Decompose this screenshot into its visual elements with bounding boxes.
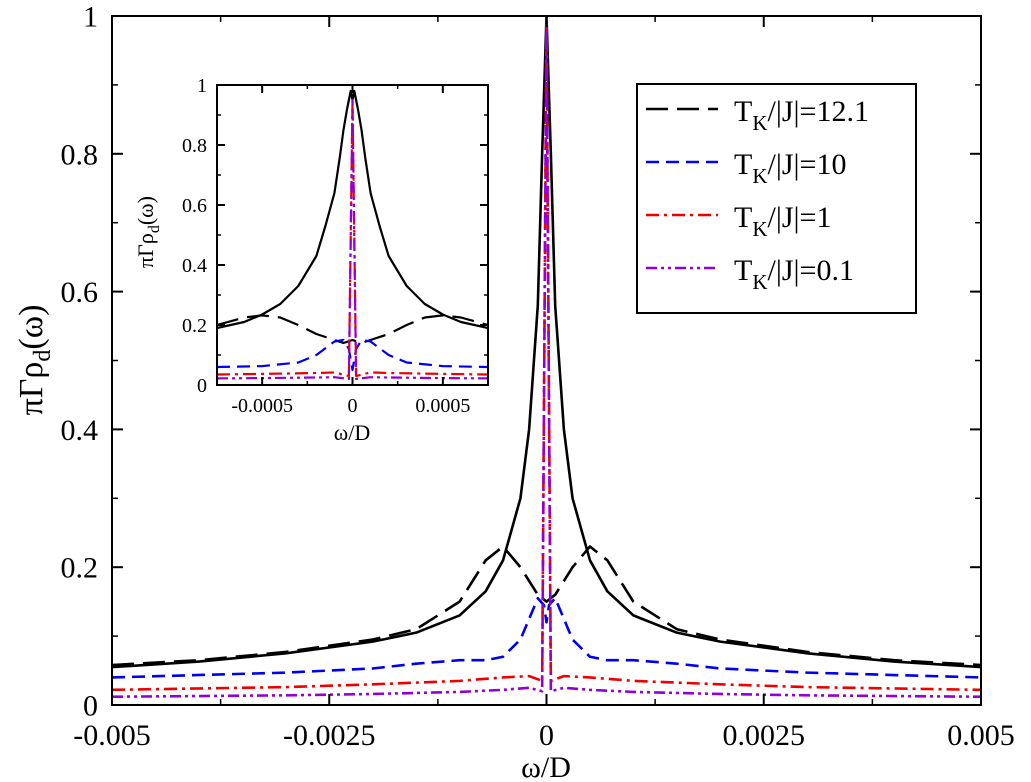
legend-entry-tk-j-0-1: TK/|J|=0.1 <box>646 254 854 294</box>
legend-label-main: T <box>734 254 752 287</box>
inset-y-axis-title: πΓρd(ω) <box>133 196 163 268</box>
legend-entry-tk-j-12-1: TK/|J|=12.1 <box>646 95 869 135</box>
inset-y-tick-label: 0.4 <box>182 255 207 277</box>
main-y-axis-title-tail: (ω) <box>13 305 50 350</box>
legend-label-sub: K <box>752 111 767 135</box>
legend-label-main: T <box>734 95 752 128</box>
inset-x-tick-label: 0.0005 <box>415 395 470 417</box>
inset-y-axis-title-sub: d <box>146 225 163 233</box>
main-series-t-k-j-1 <box>112 16 981 692</box>
inset-ticks: -0.0005 0 0.0005 0 0.2 0.4 0.6 0.8 1 <box>182 75 488 417</box>
main-ticks: -0.005 -0.0025 0 0.0025 0.005 0 0.2 0.4 0.6 0.8 1 <box>61 1 1015 753</box>
legend-label: TK/|J|=12.1 <box>734 95 869 135</box>
inset-series-t-k-j-12-1 <box>217 314 488 345</box>
legend-label-tail: /|J|=12.1 <box>768 95 869 128</box>
inset-y-axis-title-main: πΓρ <box>133 233 158 268</box>
main-series-t-k-j-10 <box>112 596 981 679</box>
legend-label-tail: /|J|=10 <box>768 148 847 181</box>
legend-label: TK/|J|=0.1 <box>734 254 854 294</box>
main-x-axis-title: ω/D <box>521 751 571 782</box>
inset-series-t-k-j-10 <box>217 338 488 372</box>
main-y-axis-title-main: πΓρ <box>13 362 50 416</box>
inset-plot: -0.0005 0 0.0005 0 0.2 0.4 0.6 0.8 1 ω/D πΓρd(ω) <box>133 75 489 445</box>
inset-x-tick-label: 0 <box>348 395 358 417</box>
main-y-tick-label: 0.6 <box>61 276 99 309</box>
main-x-tick-label: 0 <box>539 719 554 752</box>
legend-label: TK/|J|=1 <box>734 201 831 241</box>
main-series-t-k-j-0-1 <box>112 16 981 699</box>
inset-y-axis-title-tail: (ω) <box>133 196 158 225</box>
main-series-t-k-j-12-1 <box>112 545 981 667</box>
legend-label: TK/|J|=10 <box>734 148 846 188</box>
main-series-group <box>112 16 981 699</box>
main-plot: -0.005 -0.0025 0 0.0025 0.00500.20.40.60.81 … <box>13 1 1015 782</box>
main-y-tick-label: 0 <box>83 690 98 723</box>
legend-label-tail: /|J|=1 <box>768 201 832 234</box>
main-x-tick-label: 0.005 <box>947 719 1015 752</box>
inset-y-tick-label: 0.2 <box>182 315 207 337</box>
legend-label-sub: K <box>752 164 767 188</box>
inset-series-t-k-j-0-1 <box>217 98 488 381</box>
main-x-tick-label: -0.0025 <box>283 719 376 752</box>
main-series-reference-j-0 <box>112 16 981 669</box>
legend-entry-tk-j-1: TK/|J|=1 <box>646 201 831 241</box>
inset-y-tick-label: 0.8 <box>182 135 207 157</box>
main-y-tick-label: 0.2 <box>61 552 99 585</box>
legend-label-main: T <box>734 148 752 181</box>
inset-y-tick-label: 0.6 <box>182 195 207 217</box>
inset-y-tick-label: 1 <box>197 75 207 97</box>
legend-label-sub: K <box>752 270 767 294</box>
legend-label-sub: K <box>752 217 767 241</box>
inset-series-group <box>217 89 488 381</box>
main-y-tick-label: 0.4 <box>61 414 99 447</box>
main-y-axis-title-sub: d <box>30 350 56 362</box>
main-y-axis-title: πΓρd(ω) <box>13 305 56 416</box>
inset-x-axis-title: ω/D <box>334 420 370 445</box>
main-y-tick-label: 0.8 <box>61 138 99 171</box>
legend-entry-tk-j-10: TK/|J|=10 <box>646 148 846 188</box>
legend-label-main: T <box>734 201 752 234</box>
legend-box <box>636 83 917 314</box>
legend-label-tail: /|J|=0.1 <box>768 254 854 287</box>
main-x-tick-label: -0.005 <box>73 719 151 752</box>
main-y-tick-label: 1 <box>83 1 98 34</box>
main-x-tick-label: 0.0025 <box>723 719 806 752</box>
inset-x-tick-label: -0.0005 <box>231 395 293 417</box>
inset-y-tick-label: 0 <box>197 375 207 397</box>
